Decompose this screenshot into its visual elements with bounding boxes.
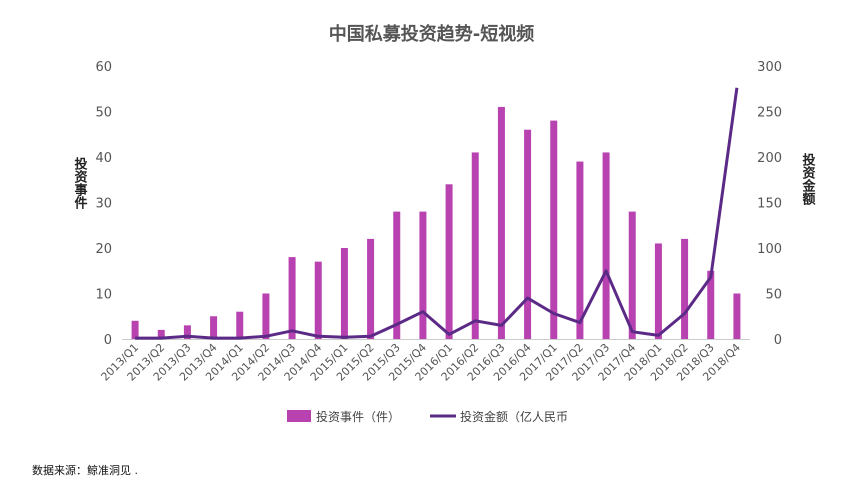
bar xyxy=(367,238,375,339)
left-y-tick: 0 xyxy=(104,333,112,348)
right-y-tick: 150 xyxy=(757,197,782,212)
bar xyxy=(314,261,322,339)
bar xyxy=(236,311,244,339)
right-axis-label: 投资金额 xyxy=(800,152,817,206)
source-note: 数据来源：鲸准洞见 . xyxy=(32,464,138,477)
bar-series xyxy=(131,106,741,339)
legend-bar-label: 投资事件（件） xyxy=(316,409,400,424)
bar xyxy=(471,152,479,339)
bar xyxy=(628,211,636,339)
bar xyxy=(210,316,218,339)
bar xyxy=(393,211,401,339)
right-y-tick: 200 xyxy=(757,151,782,166)
left-y-axis-ticks: 0 10 20 30 40 50 60 xyxy=(95,60,112,348)
bar xyxy=(681,238,689,339)
right-y-tick: 0 xyxy=(774,333,782,348)
right-y-tick: 100 xyxy=(757,242,782,257)
right-y-tick: 300 xyxy=(757,60,782,75)
left-y-tick: 30 xyxy=(95,197,112,212)
left-y-tick: 60 xyxy=(95,60,112,75)
bar xyxy=(183,325,191,339)
bar xyxy=(157,329,165,339)
chart-title: 中国私募投资趋势-短视频 xyxy=(328,24,535,45)
bar xyxy=(524,129,532,339)
bar xyxy=(733,293,741,339)
bar xyxy=(576,161,584,339)
right-y-axis-ticks: 0 50 100 150 200 250 300 xyxy=(757,60,782,348)
legend-line-label: 投资金额（亿人民币 xyxy=(460,409,568,424)
left-y-tick: 20 xyxy=(95,242,112,257)
bar xyxy=(497,106,505,339)
bar xyxy=(419,211,427,339)
bar xyxy=(262,293,270,339)
bar xyxy=(602,152,610,339)
bar xyxy=(288,257,296,339)
bar xyxy=(340,248,348,339)
right-y-tick: 250 xyxy=(757,106,782,121)
line-series xyxy=(135,87,739,340)
legend-bar-swatch xyxy=(287,410,311,422)
right-y-tick: 50 xyxy=(765,288,782,303)
bar xyxy=(707,270,715,339)
left-y-tick: 50 xyxy=(95,106,112,121)
bar xyxy=(131,320,139,339)
left-y-tick: 10 xyxy=(95,288,112,303)
bar xyxy=(654,243,662,339)
left-y-tick: 40 xyxy=(95,151,112,166)
legend: 投资事件（件） 投资金额（亿人民币 xyxy=(287,409,568,424)
left-axis-label: 投资事件 xyxy=(72,156,88,210)
bar xyxy=(550,120,558,339)
bar xyxy=(445,184,453,339)
x-axis-ticks: 2013/Q12013/Q22013/Q32013/Q42014/Q12014/… xyxy=(99,341,744,384)
